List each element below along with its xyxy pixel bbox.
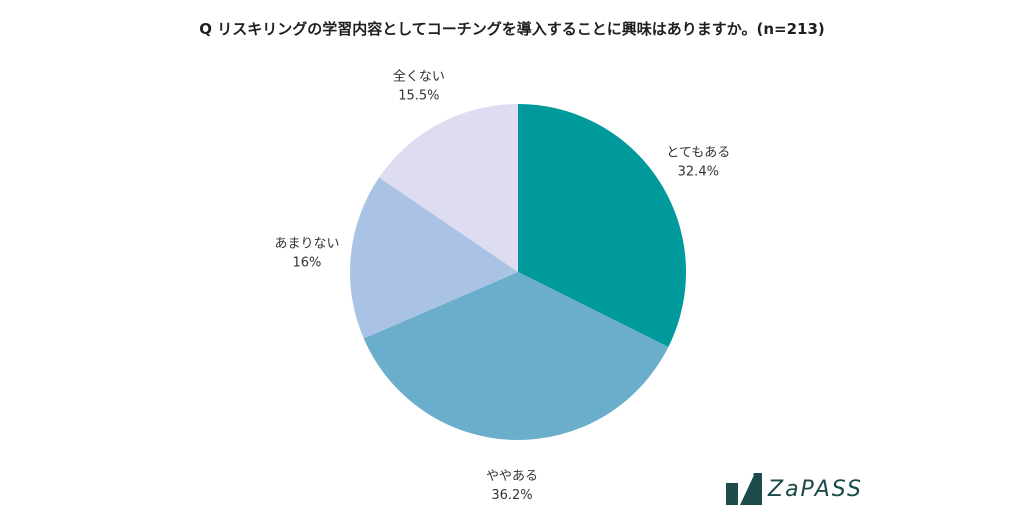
slice-value-3: 15.5%	[398, 89, 439, 104]
pie-slice-1	[363, 272, 669, 440]
slice-value-1: 36.2%	[491, 488, 532, 503]
slice-label-0: とてもある	[666, 145, 730, 160]
slice-label-1: ややある	[486, 469, 538, 484]
pie-slice-2	[350, 177, 518, 339]
zapass-logo: ZaPASS	[726, 473, 863, 505]
pie-slice-0	[518, 104, 686, 348]
pie-labels: とてもある 32.4% ややある 36.2% あまりない 16% 全くない 15.5%	[274, 69, 730, 503]
slice-label-3: 全くない	[393, 69, 445, 85]
slice-label-2: あまりない	[274, 237, 339, 252]
pie-slice-3	[379, 104, 518, 272]
pie-slices	[350, 104, 686, 440]
logo-text: ZaPASS	[768, 476, 863, 502]
slice-value-0: 32.4%	[678, 164, 719, 179]
chart-title: Q リスキリングの学習内容としてコーチングを導入することに興味はありますか。(n…	[199, 20, 825, 38]
zapass-logo-mark-icon	[726, 473, 762, 505]
slice-value-2: 16%	[293, 256, 322, 271]
